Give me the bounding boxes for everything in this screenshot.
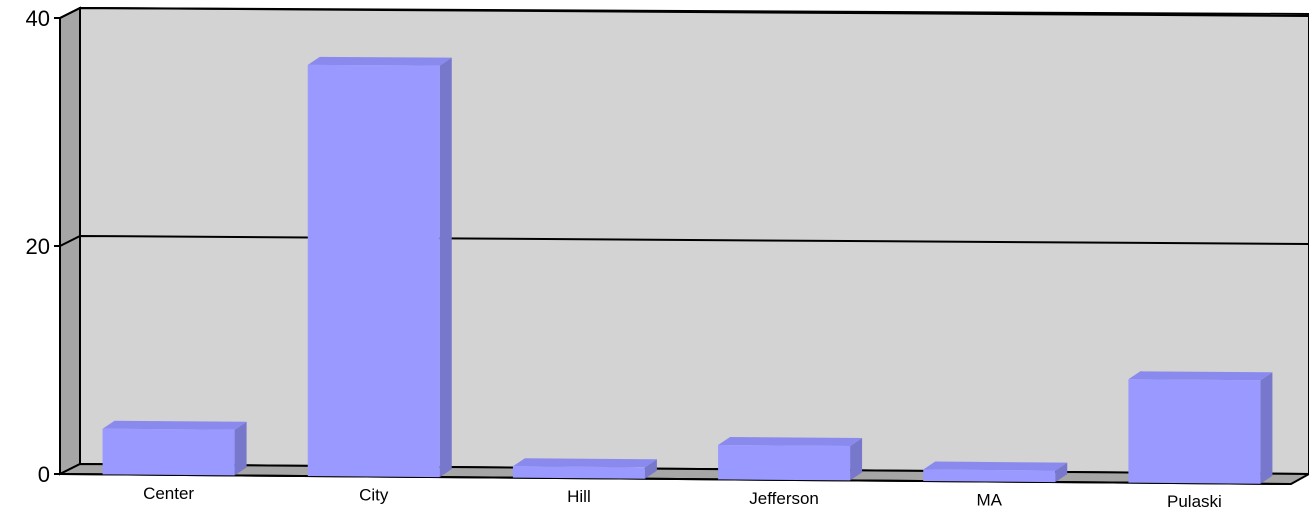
bar-front <box>923 469 1056 483</box>
gridline <box>59 6 1309 19</box>
x-tick-label: MA <box>977 491 1003 510</box>
bar-hill <box>512 458 657 479</box>
bar-top <box>102 420 247 430</box>
bars <box>102 56 1273 484</box>
bar-top <box>307 56 452 66</box>
bar-ma <box>923 461 1068 483</box>
bar-front <box>307 64 440 478</box>
bar-side <box>1055 462 1068 483</box>
x-tick-label: Center <box>143 484 194 503</box>
y-tick-label: 40 <box>26 6 50 31</box>
gridline <box>59 234 1309 247</box>
bar-top <box>512 458 657 468</box>
y-tick-label: 0 <box>38 462 50 487</box>
x-tick-label: Jefferson <box>749 489 819 508</box>
bar-top <box>923 461 1068 471</box>
bar-side <box>644 459 657 479</box>
x-tick-label: Pulaski <box>1167 492 1222 511</box>
bar-front <box>718 444 851 481</box>
bar-front <box>102 428 235 476</box>
x-axis-line <box>59 473 1292 485</box>
bar-side <box>850 438 863 481</box>
bar-front <box>512 466 645 479</box>
bar-center <box>102 420 247 476</box>
x-tick-labels: Center City Hill Jefferson MA Pulaski <box>143 484 1222 511</box>
bar-jefferson <box>718 436 863 481</box>
bar-top <box>718 436 863 447</box>
bar-side <box>234 421 247 476</box>
x-tick-label: City <box>359 486 389 505</box>
bar-pulaski <box>1128 371 1273 484</box>
bar-city <box>307 56 452 478</box>
y-tick-labels: 0 20 40 <box>26 6 60 487</box>
gridlines <box>59 6 1309 247</box>
x-tick-label: Hill <box>567 487 591 506</box>
bar-top <box>1128 371 1273 381</box>
bar-front <box>1128 379 1261 484</box>
y-tick-label: 20 <box>26 234 50 259</box>
bar-side <box>1260 372 1273 484</box>
bar-side <box>439 57 452 478</box>
